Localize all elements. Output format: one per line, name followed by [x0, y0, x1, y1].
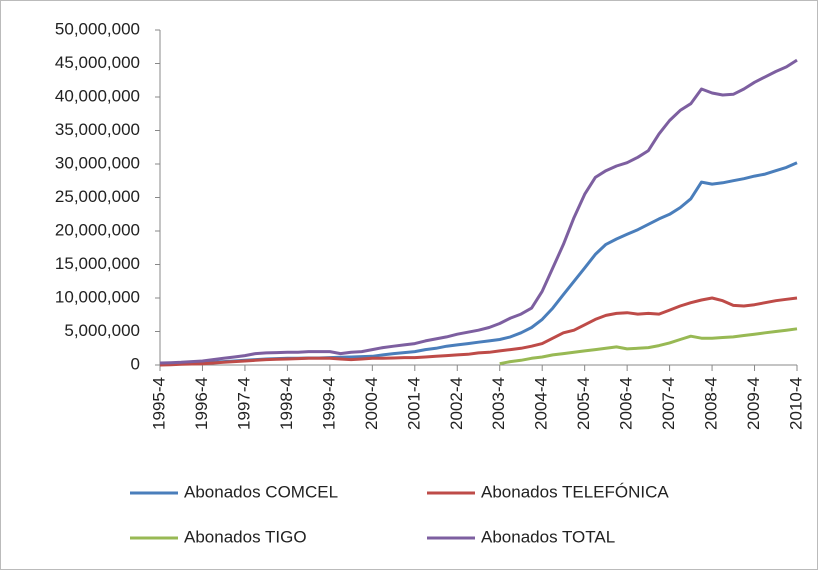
- series-line: [499, 327, 798, 366]
- y-tick-label: 5,000,000: [64, 321, 140, 340]
- x-tick-label: 2007-4: [659, 377, 678, 430]
- x-tick-label: 1995-4: [149, 377, 168, 430]
- legend-label: Abonados COMCEL: [184, 482, 338, 501]
- legend-label: Abonados TELEFÓNICA: [481, 482, 669, 501]
- y-tick-label: 50,000,000: [55, 19, 140, 38]
- y-tick-label: 45,000,000: [55, 53, 140, 72]
- x-tick-label: 2004-4: [532, 377, 551, 430]
- x-tick-label: 2001-4: [404, 377, 423, 430]
- x-tick-label: 1998-4: [277, 377, 296, 430]
- y-tick-label: 15,000,000: [55, 254, 140, 273]
- x-tick-label: 1997-4: [234, 377, 253, 430]
- x-tick-label: 2008-4: [702, 377, 721, 430]
- series-line: [159, 296, 798, 367]
- series-line: [159, 58, 798, 365]
- x-tick-label: 1996-4: [192, 377, 211, 430]
- y-tick-label: 40,000,000: [55, 86, 140, 105]
- y-tick-label: 0: [131, 354, 140, 373]
- legend-label: Abonados TIGO: [184, 527, 307, 546]
- x-tick-label: 2002-4: [447, 377, 466, 430]
- x-tick-label: 2010-4: [786, 377, 805, 430]
- x-tick-label: 1999-4: [319, 377, 338, 430]
- y-tick-label: 20,000,000: [55, 220, 140, 239]
- x-tick-label: 2003-4: [489, 377, 508, 430]
- y-tick-label: 10,000,000: [55, 287, 140, 306]
- x-tick-label: 2000-4: [362, 377, 381, 430]
- x-tick-label: 2006-4: [617, 377, 636, 430]
- x-tick-label: 2009-4: [744, 377, 763, 430]
- legend-label: Abonados TOTAL: [481, 527, 615, 546]
- y-tick-label: 25,000,000: [55, 187, 140, 206]
- x-tick-label: 2005-4: [574, 377, 593, 430]
- y-tick-label: 35,000,000: [55, 120, 140, 139]
- y-tick-label: 30,000,000: [55, 153, 140, 172]
